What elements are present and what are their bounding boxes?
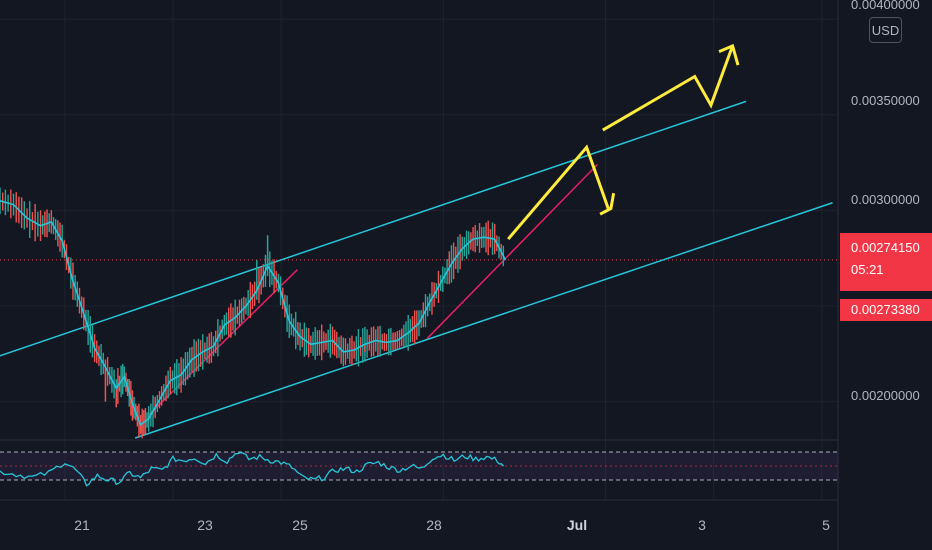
x-tick-label-3: 28 [426, 517, 442, 533]
current-price-value: 0.00274150 [851, 240, 920, 255]
y-tick-label-2: 0.00300000 [851, 192, 920, 207]
projection-arrow-1 [602, 45, 734, 132]
y-tick-label-4: 0.00200000 [851, 388, 920, 403]
projection-arrow-0 [507, 144, 610, 241]
y-tick-label-0: 0.00400000 [851, 0, 920, 12]
trendline-0 [0, 100, 747, 357]
trendline-2 [148, 269, 298, 416]
x-tick-label-4: Jul [566, 517, 588, 533]
current-price-tag: 0.00274150 05:21 [840, 233, 932, 291]
rsi-line [0, 451, 504, 487]
currency-badge[interactable]: USD [869, 17, 902, 43]
rsi-band [0, 452, 838, 480]
candle-countdown: 05:21 [851, 262, 884, 277]
x-tick-label-1: 23 [197, 517, 213, 533]
x-tick-label-5: 3 [698, 517, 706, 533]
trendline-3 [426, 163, 598, 340]
y-tick-label-1: 0.00350000 [851, 93, 920, 108]
projection-arrowhead-1 [718, 43, 740, 66]
x-tick-label-6: 5 [822, 517, 830, 533]
trendline-1 [134, 202, 833, 439]
x-tick-label-2: 25 [292, 517, 308, 533]
price-moving-average [0, 200, 507, 426]
x-tick-label-0: 21 [74, 517, 90, 533]
projection-arrowhead-0 [599, 192, 616, 216]
second-price-tag: 0.00273380 [840, 299, 932, 321]
